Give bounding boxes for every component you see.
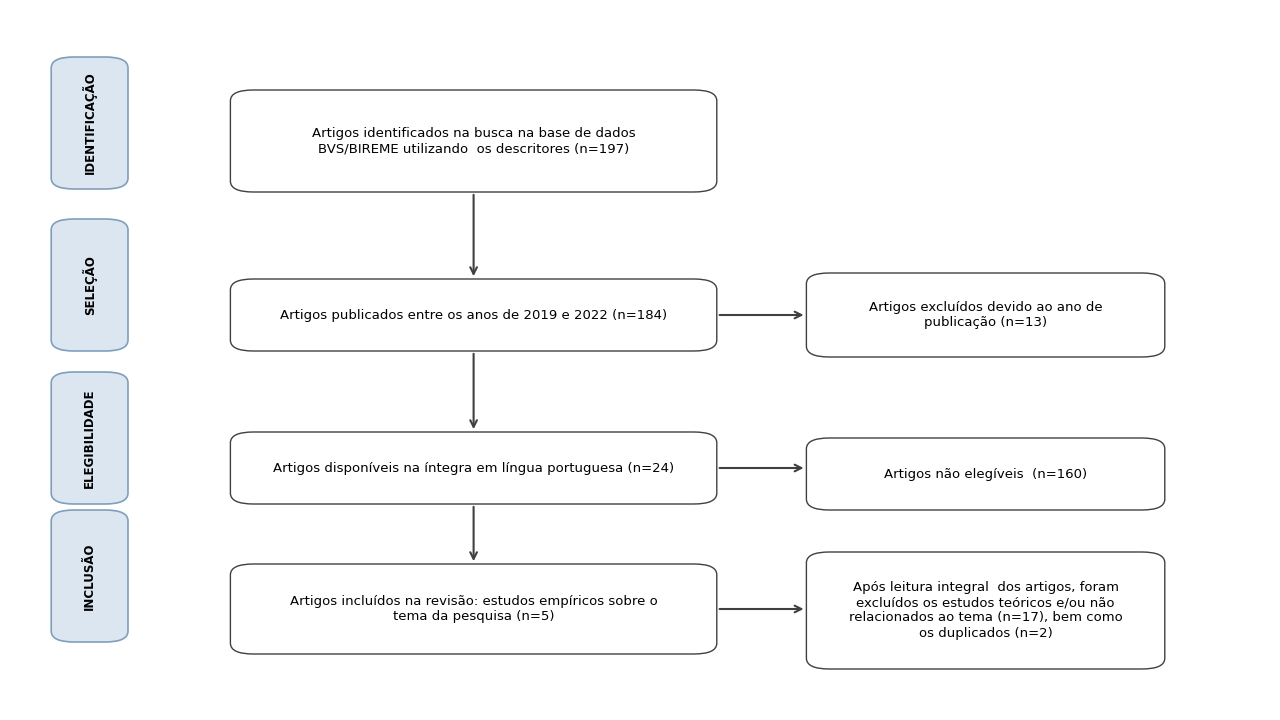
- FancyBboxPatch shape: [806, 273, 1165, 357]
- Text: SELEÇÃO: SELEÇÃO: [82, 255, 97, 315]
- Text: IDENTIFICAÇÃO: IDENTIFICAÇÃO: [82, 71, 97, 174]
- Text: Artigos publicados entre os anos de 2019 e 2022 (n=184): Artigos publicados entre os anos de 2019…: [280, 308, 667, 322]
- Text: Artigos disponíveis na íntegra em língua portuguesa (n=24): Artigos disponíveis na íntegra em língua…: [273, 462, 675, 474]
- FancyBboxPatch shape: [51, 219, 128, 351]
- Text: Artigos incluídos na revisão: estudos empíricos sobre o
tema da pesquisa (n=5): Artigos incluídos na revisão: estudos em…: [289, 595, 658, 623]
- Text: INCLUSÃO: INCLUSÃO: [83, 542, 96, 610]
- Text: Após leitura integral  dos artigos, foram
excluídos os estudos teóricos e/ou não: Após leitura integral dos artigos, foram…: [849, 582, 1123, 639]
- FancyBboxPatch shape: [230, 90, 717, 192]
- FancyBboxPatch shape: [51, 57, 128, 189]
- Text: Artigos excluídos devido ao ano de
publicação (n=13): Artigos excluídos devido ao ano de publi…: [869, 301, 1102, 329]
- Text: Artigos identificados na busca na base de dados
BVS/BIREME utilizando  os descri: Artigos identificados na busca na base d…: [312, 127, 635, 155]
- FancyBboxPatch shape: [806, 438, 1165, 510]
- FancyBboxPatch shape: [51, 372, 128, 504]
- FancyBboxPatch shape: [230, 279, 717, 351]
- FancyBboxPatch shape: [51, 510, 128, 642]
- Text: Artigos não elegíveis  (n=160): Artigos não elegíveis (n=160): [884, 467, 1087, 480]
- Text: ELEGIBILIDADE: ELEGIBILIDADE: [83, 388, 96, 487]
- FancyBboxPatch shape: [230, 432, 717, 504]
- FancyBboxPatch shape: [230, 564, 717, 654]
- FancyBboxPatch shape: [806, 552, 1165, 669]
